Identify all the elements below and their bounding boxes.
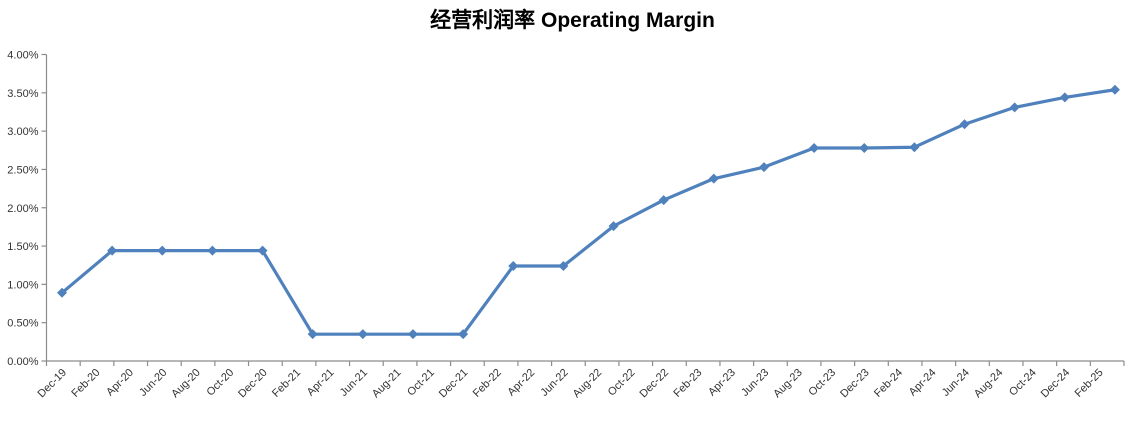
data-point-marker: [407, 329, 418, 340]
data-point-marker: [157, 245, 168, 256]
data-point-marker: [307, 329, 318, 340]
data-point-marker: [959, 119, 970, 130]
chart-title: 经营利润率 Operating Margin: [430, 9, 715, 32]
data-point-marker: [758, 162, 769, 173]
x-tick-label: Jun-24: [940, 367, 972, 399]
x-tick-label: Feb-22: [471, 367, 504, 400]
data-point-marker: [1009, 102, 1020, 113]
y-tick-label: 0.50%: [7, 318, 38, 330]
y-tick-label: 0.00%: [7, 356, 38, 368]
y-tick-label: 1.50%: [7, 241, 38, 253]
x-tick-label: Apr-23: [706, 367, 738, 399]
data-point-marker: [809, 142, 820, 153]
x-tick-label: Apr-22: [505, 367, 537, 399]
data-point-marker: [508, 260, 519, 271]
x-tick-label: Jun-22: [538, 367, 570, 399]
data-point-marker: [658, 195, 669, 206]
x-tick-label: Oct-24: [1007, 367, 1039, 399]
y-tick-label: 1.00%: [7, 279, 38, 291]
x-tick-label: Jun-23: [739, 367, 771, 399]
x-tick-label: Aug-22: [571, 367, 605, 401]
x-tick-label: Aug-23: [771, 367, 805, 401]
data-point-marker: [708, 173, 719, 184]
y-tick-label: 2.50%: [7, 164, 38, 176]
y-tick-label: 3.00%: [7, 126, 38, 138]
y-tick-label: 2.00%: [7, 203, 38, 215]
x-tick-label: Jun-20: [137, 367, 169, 399]
data-point-marker: [458, 329, 469, 340]
data-point-marker: [207, 245, 218, 256]
x-tick-label: Oct-22: [606, 367, 638, 399]
x-tick-label: Feb-20: [69, 367, 102, 400]
x-tick-label: Aug-20: [169, 367, 203, 401]
x-tick-label: Feb-25: [1073, 367, 1106, 400]
x-tick-label: Oct-21: [405, 367, 437, 399]
y-tick-label: 3.50%: [7, 88, 38, 100]
x-tick-label: Dec-21: [437, 367, 471, 401]
x-tick-label: Apr-20: [104, 367, 136, 399]
x-tick-label: Oct-20: [204, 367, 236, 399]
x-tick-label: Apr-24: [907, 367, 939, 399]
x-tick-label: Feb-24: [872, 367, 905, 400]
x-tick-label: Feb-23: [671, 367, 704, 400]
x-tick-label: Dec-24: [1039, 367, 1073, 401]
x-tick-label: Dec-23: [838, 367, 872, 401]
series-line-operating-margin: [60, 88, 1117, 336]
data-point-marker: [859, 142, 870, 153]
data-point-marker: [57, 287, 67, 298]
x-tick-label: Feb-21: [270, 367, 303, 400]
data-point-marker: [558, 260, 569, 271]
x-tick-label: Jun-21: [338, 367, 370, 399]
data-point-marker: [608, 221, 619, 232]
data-point-marker: [909, 142, 920, 153]
x-tick-label: Aug-21: [370, 367, 404, 401]
data-point-marker: [357, 329, 368, 340]
x-tick-label: Oct-23: [806, 367, 838, 399]
x-tick-label: Dec-20: [236, 367, 270, 401]
x-tick-label: Dec-22: [637, 367, 671, 401]
x-tick-label: Dec-19: [36, 367, 70, 401]
y-tick-label: 4.00%: [7, 50, 38, 62]
data-point-marker: [1059, 92, 1070, 103]
data-point-marker: [1109, 84, 1120, 95]
data-point-marker: [107, 245, 118, 256]
x-tick-label: Aug-24: [972, 367, 1006, 401]
data-point-marker: [257, 245, 268, 256]
x-tick-label: Apr-21: [305, 367, 337, 399]
